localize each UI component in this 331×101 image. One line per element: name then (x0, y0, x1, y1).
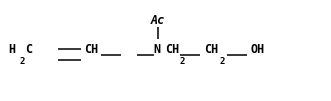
Text: N: N (153, 44, 161, 56)
Text: 2: 2 (180, 57, 185, 66)
Text: C: C (25, 44, 32, 56)
Text: H: H (8, 44, 16, 56)
Text: CH: CH (165, 44, 179, 56)
Text: OH: OH (251, 44, 265, 56)
Text: CH: CH (205, 44, 219, 56)
Text: CH: CH (84, 44, 99, 56)
Text: Ac: Ac (151, 14, 166, 27)
Text: 2: 2 (219, 57, 225, 66)
Text: 2: 2 (19, 57, 24, 66)
